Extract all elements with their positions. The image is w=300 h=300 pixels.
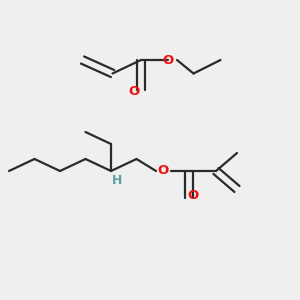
Text: O: O xyxy=(158,164,169,178)
Text: O: O xyxy=(129,85,140,98)
Text: H: H xyxy=(112,173,122,187)
Text: O: O xyxy=(187,189,198,202)
Text: O: O xyxy=(162,53,174,67)
